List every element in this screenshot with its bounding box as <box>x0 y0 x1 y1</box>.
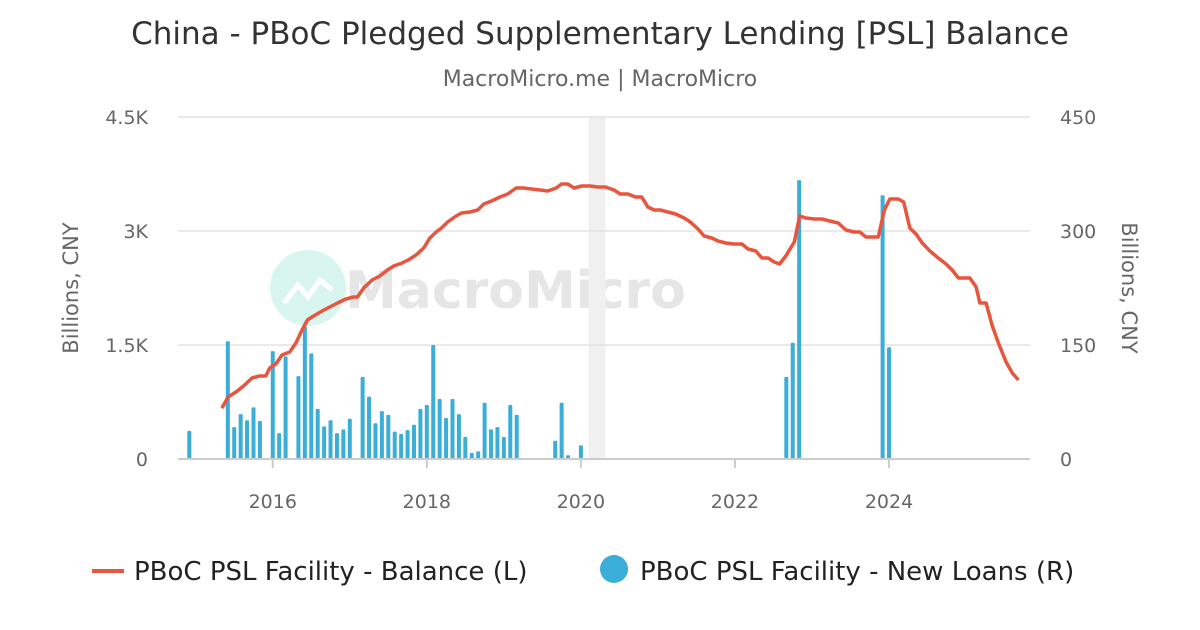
new-loans-bar <box>405 430 410 459</box>
new-loans-bar <box>296 376 301 459</box>
new-loans-bar <box>450 398 455 459</box>
y-tick-left: 1.5K <box>105 335 148 357</box>
new-loans-bar <box>251 407 256 459</box>
new-loans-bar <box>386 414 391 459</box>
shaded-period <box>588 117 606 459</box>
legend-item-new-loans[interactable]: PBoC PSL Facility - New Loans (R) <box>600 555 1074 587</box>
new-loans-bar <box>399 433 404 459</box>
chart-subtitle: MacroMicro.me | MacroMicro <box>443 67 758 92</box>
new-loans-bar <box>328 420 333 459</box>
new-loans-bar <box>456 414 461 459</box>
new-loans-bar <box>482 402 487 459</box>
new-loans-bar <box>347 418 352 459</box>
new-loans-bar <box>469 452 474 459</box>
y-tick-right: 450 <box>1060 107 1096 129</box>
new-loans-bar <box>367 396 372 459</box>
legend-circle-icon <box>600 555 628 583</box>
new-loans-bar <box>334 433 339 459</box>
new-loans-bar <box>437 398 442 459</box>
new-loans-bar <box>270 351 275 459</box>
legend-item-balance[interactable]: PBoC PSL Facility - Balance (L) <box>92 557 527 587</box>
new-loans-bar <box>341 429 346 459</box>
new-loans-bar <box>309 353 314 459</box>
y-tick-left: 3K <box>123 221 148 243</box>
x-tick-label: 2020 <box>557 491 605 513</box>
new-loans-bar <box>418 408 423 459</box>
new-loans-bar <box>495 427 500 459</box>
new-loans-bar <box>476 451 481 459</box>
balance-line <box>220 182 1020 409</box>
new-loans-bar <box>373 423 378 459</box>
new-loans-bar <box>501 436 506 459</box>
watermark-logo: MacroMicro <box>270 250 686 326</box>
x-tick-label: 2024 <box>865 491 913 513</box>
new-loans-bar <box>411 424 416 459</box>
new-loans-bar <box>238 414 243 459</box>
new-loans-bar <box>424 405 429 459</box>
watermark-chart-icon <box>282 276 334 305</box>
new-loans-bar <box>559 402 564 459</box>
new-loans-bar <box>360 376 365 459</box>
new-loans-bar <box>578 445 583 459</box>
new-loans-bar <box>514 414 519 459</box>
legend: PBoC PSL Facility - Balance (L) PBoC PSL… <box>92 555 1074 587</box>
new-loans-bar <box>232 427 237 459</box>
new-loans-bar <box>277 433 282 459</box>
new-loans-bar <box>508 405 513 459</box>
new-loans-bar <box>797 180 802 459</box>
legend-label-balance: PBoC PSL Facility - Balance (L) <box>134 557 527 587</box>
new-loans-bar <box>257 421 262 459</box>
y-axis-right-label: Billions, CNY <box>1117 222 1141 354</box>
new-loans-bar <box>887 347 892 459</box>
new-loans-bar <box>322 426 327 459</box>
new-loans-bar <box>790 342 795 459</box>
y-tick-left: 4.5K <box>105 107 148 129</box>
y-axis-left-label: Billions, CNY <box>59 222 83 354</box>
y-tick-right: 300 <box>1060 221 1096 243</box>
new-loans-bar <box>431 345 436 459</box>
new-loans-bar <box>463 436 468 459</box>
new-loans-bar <box>315 408 320 459</box>
new-loans-bar <box>379 411 384 459</box>
new-loans-bar <box>392 431 397 459</box>
chart-title: China - PBoC Pledged Supplementary Lendi… <box>131 16 1069 52</box>
new-loans-bar <box>283 356 288 459</box>
x-tick-label: 2022 <box>711 491 759 513</box>
new-loans-bar <box>187 430 192 459</box>
watermark-circle-icon <box>270 250 346 326</box>
legend-label-new-loans: PBoC PSL Facility - New Loans (R) <box>640 557 1074 587</box>
new-loans-bar <box>245 420 250 459</box>
new-loans-bar <box>302 326 307 459</box>
y-tick-left: 0 <box>136 449 148 471</box>
y-tick-right: 150 <box>1060 335 1096 357</box>
y-tick-right: 0 <box>1060 449 1072 471</box>
x-tick-label: 2018 <box>403 491 451 513</box>
new-loans-bar <box>880 195 885 459</box>
new-loans-bar <box>784 376 789 459</box>
watermark-text: MacroMicro <box>345 261 686 321</box>
new-loans-bar <box>553 440 558 459</box>
new-loans-bar <box>489 429 494 459</box>
x-tick-label: 2016 <box>249 491 297 513</box>
new-loans-bar <box>444 417 449 459</box>
